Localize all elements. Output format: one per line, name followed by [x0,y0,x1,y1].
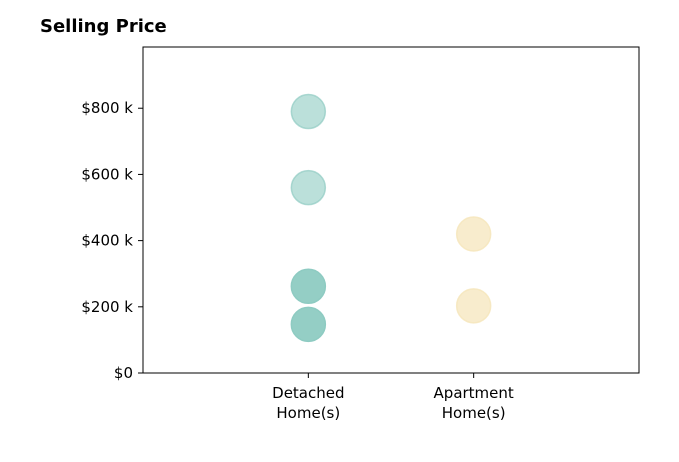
apartment-home-point [455,216,492,252]
y-tick-label: $600 k [81,165,133,183]
detached-home-point [290,306,327,343]
y-tick-label: $0 [114,364,133,382]
chart-title: Selling Price [40,16,167,37]
x-tick-label: Detached Home(s) [272,384,344,422]
apartment-home-point [455,288,492,324]
y-tick-label: $200 k [81,298,133,316]
y-tick-label: $800 k [81,99,133,117]
detached-home-point [290,169,327,206]
x-tick-label: Apartment Home(s) [434,384,514,422]
detached-home-point [290,93,327,130]
plot-frame [142,46,640,374]
detached-home-point [290,268,327,305]
y-tick-label: $400 k [81,232,133,250]
